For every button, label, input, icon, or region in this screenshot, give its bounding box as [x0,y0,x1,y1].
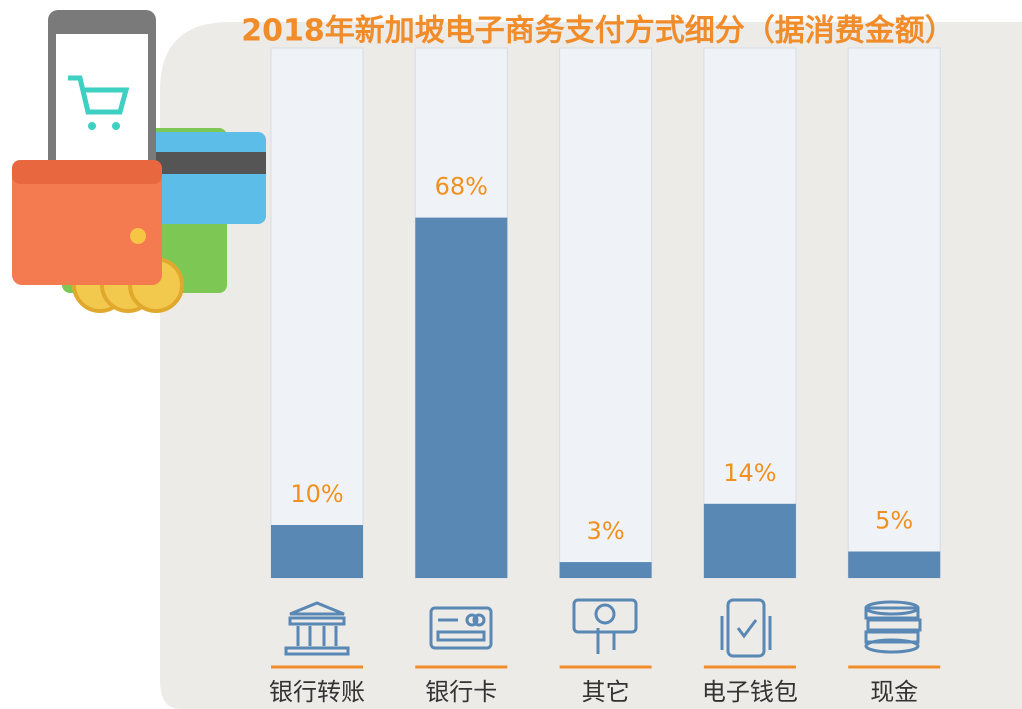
icons [284,598,922,658]
bar-track [847,47,941,579]
x-tick-label: 电子钱包 [702,678,798,706]
coins-icon [864,600,922,654]
x-tick-label: 银行转账 [269,678,365,706]
value-label: 5% [875,507,913,535]
bar-track [270,47,364,579]
value-label: 14% [723,459,776,487]
value-label: 68% [435,173,488,201]
bar-track [559,47,653,579]
value-label: 10% [290,480,343,508]
bar [559,562,652,578]
cash-icon [572,598,638,654]
card-icon [429,606,493,650]
bank-icon [284,601,350,656]
wallet-phone-icon [720,598,772,658]
x-tick-label: 银行卡 [425,678,497,706]
bar [415,217,508,578]
x-tick-label: 其它 [582,678,630,706]
bar [848,551,941,578]
bar [703,503,796,578]
illustration [12,10,266,313]
chart-title: 2018年新加坡电子商务支付方式细分（据消费金额） [241,14,955,49]
bar-track [703,47,797,579]
value-label: 3% [587,517,625,545]
bar [271,525,363,578]
x-tick-label: 现金 [870,678,918,706]
